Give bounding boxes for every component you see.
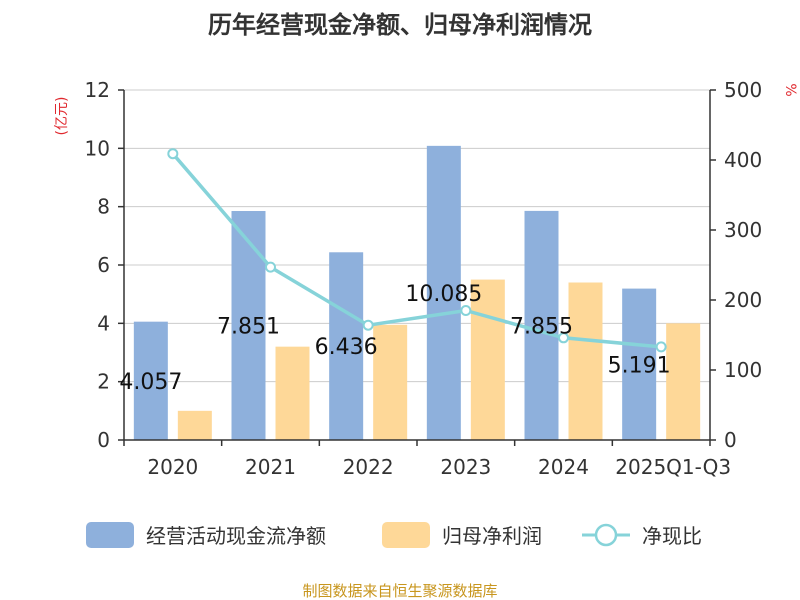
cashflow-value-label: 5.191 <box>608 353 671 378</box>
data-labels: 4.057 7.851 6.436 10.085 7.855 5.191 <box>119 282 670 395</box>
cashflow-value-label: 10.085 <box>405 282 482 307</box>
left-axis-unit: (亿元) <box>54 97 70 136</box>
cashflow-bar <box>329 252 364 440</box>
legend-swatch-ratio-marker <box>594 523 618 547</box>
cashflow-value-label: 6.436 <box>315 335 378 360</box>
cashflow-value-label: 4.057 <box>119 370 182 395</box>
right-tick-label: 400 <box>724 148 762 172</box>
data-source: 制图数据来自恒生聚源数据库 <box>302 582 497 600</box>
ratio-line-path <box>171 152 662 349</box>
ratio-line-point <box>655 341 667 353</box>
ratio-line-point <box>265 261 276 273</box>
cashflow-value-label: 7.855 <box>510 314 573 339</box>
left-tick-label: 4 <box>97 311 110 335</box>
left-tick-label: 8 <box>97 195 110 219</box>
ratio-line-point <box>460 305 472 316</box>
ratio-line-point <box>167 148 179 160</box>
net-profit-bar <box>275 346 310 440</box>
x-tick-label: 2021 <box>245 455 296 479</box>
x-tick-label: 2024 <box>538 455 589 479</box>
net-profit-bar <box>373 324 408 440</box>
left-tick-label: 2 <box>97 370 110 394</box>
legend-swatch-net-profit <box>382 522 430 548</box>
legend-swatch-cashflow <box>86 522 134 548</box>
net-profit-bar <box>666 323 701 440</box>
cashflow-bar <box>426 145 461 440</box>
left-tick-label: 12 <box>85 78 110 102</box>
right-tick-label: 0 <box>724 428 737 452</box>
x-tick-label: 2020 <box>147 455 198 479</box>
right-axis-unit: % <box>782 83 798 96</box>
right-tick-label: 300 <box>724 218 762 242</box>
cashflow-bar <box>133 321 168 440</box>
right-tick-label: 200 <box>724 288 762 312</box>
net-profit-bar <box>177 410 212 440</box>
cashflow-value-label: 7.851 <box>217 315 280 340</box>
right-tick-label: 500 <box>724 78 762 102</box>
bars <box>133 145 701 440</box>
left-tick-label: 6 <box>97 253 110 277</box>
x-tick-label: 2025Q1-Q3 <box>615 455 731 479</box>
x-tick-label: 2023 <box>440 455 491 479</box>
legend[interactable]: 经营活动现金流净额 归母净利润 净现比 <box>86 522 702 548</box>
x-tick-label: 2022 <box>343 455 394 479</box>
left-tick-label: 10 <box>85 136 110 160</box>
net-profit-bar <box>470 279 505 440</box>
ratio-line <box>167 148 667 353</box>
ratio-line-point <box>362 319 374 331</box>
right-tick-label: 100 <box>724 358 762 382</box>
net-profit-bar <box>568 282 603 440</box>
legend-label-net-profit: 归母净利润 <box>442 524 542 548</box>
cashflow-bar <box>622 288 657 440</box>
grid-lines <box>124 89 710 383</box>
cashflow-bar <box>231 211 266 440</box>
cashflow-bar <box>524 210 559 440</box>
legend-label-ratio: 净现比 <box>642 524 702 548</box>
left-tick-label: 0 <box>97 428 110 452</box>
legend-label-cashflow: 经营活动现金流净额 <box>146 524 326 548</box>
ratio-line-point <box>558 332 569 344</box>
axes: 0 2 4 6 8 10 12 0 100 200 300 400 500 2020 2021 2022 202… <box>85 78 763 479</box>
chart-title: 历年经营现金净额、归母净利润情况 <box>208 11 592 39</box>
